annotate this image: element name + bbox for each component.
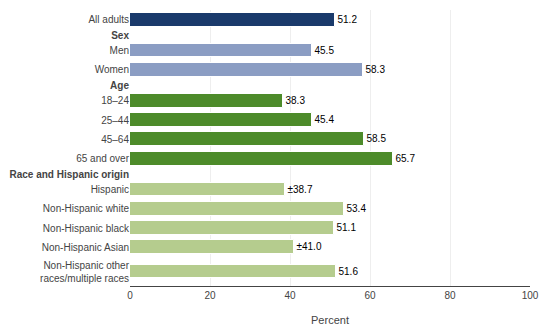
svg-text:25–44: 25–44: [101, 115, 129, 126]
svg-text:51.2: 51.2: [338, 14, 358, 25]
svg-text:Sex: Sex: [111, 30, 129, 41]
svg-text:65 and over: 65 and over: [76, 153, 129, 164]
svg-text:Non-Hispanic otherraces/multip: Non-Hispanic otherraces/multiple races: [40, 260, 130, 284]
svg-text:51.1: 51.1: [337, 222, 357, 233]
svg-text:60: 60: [364, 290, 376, 301]
svg-text:Women: Women: [95, 64, 129, 75]
svg-text:45–64: 45–64: [101, 134, 129, 145]
svg-text:All adults: All adults: [88, 14, 129, 25]
svg-text:45.4: 45.4: [315, 114, 335, 125]
svg-text:100: 100: [522, 290, 539, 301]
svg-text:65.7: 65.7: [396, 153, 416, 164]
svg-text:0: 0: [127, 290, 133, 301]
svg-text:±41.0: ±41.0: [297, 241, 322, 252]
svg-text:40: 40: [284, 290, 296, 301]
svg-text:±38.7: ±38.7: [288, 184, 313, 195]
svg-text:51.6: 51.6: [339, 266, 359, 277]
svg-text:Race and Hispanic origin: Race and Hispanic origin: [10, 169, 129, 180]
svg-text:Men: Men: [110, 45, 129, 56]
svg-text:Percent: Percent: [311, 314, 349, 326]
svg-text:58.5: 58.5: [367, 133, 387, 144]
svg-text:Age: Age: [110, 80, 129, 91]
svg-text:Non-Hispanic white: Non-Hispanic white: [43, 203, 130, 214]
svg-text:53.4: 53.4: [347, 203, 367, 214]
svg-text:80: 80: [444, 290, 456, 301]
svg-text:Hispanic: Hispanic: [91, 184, 129, 195]
svg-text:Non-Hispanic Asian: Non-Hispanic Asian: [42, 242, 129, 253]
svg-text:20: 20: [204, 290, 216, 301]
svg-text:18–24: 18–24: [101, 95, 129, 106]
svg-text:45.5: 45.5: [315, 45, 335, 56]
svg-text:Non-Hispanic black: Non-Hispanic black: [43, 223, 130, 234]
svg-text:38.3: 38.3: [286, 95, 306, 106]
svg-text:58.3: 58.3: [366, 64, 386, 75]
